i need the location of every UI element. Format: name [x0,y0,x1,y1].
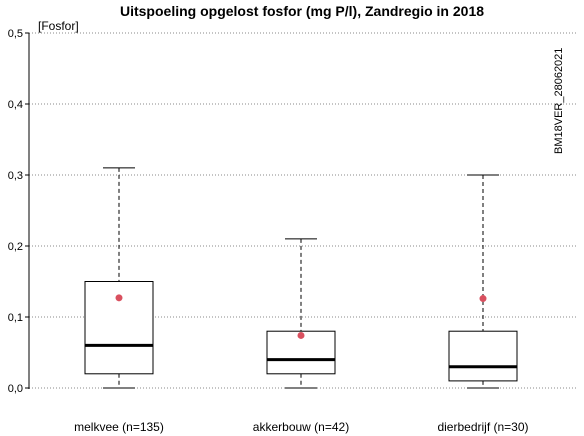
mean-point [479,295,487,303]
iqr-box [448,330,518,382]
box-group-1 [266,238,336,389]
y-tick-label-5: 0,5 [8,28,23,40]
y-tick-label-2: 0,2 [8,241,23,253]
y-axis-ticks: 0,0 0,1 0,2 0,3 0,4 0,5 [8,28,29,395]
category-label-0: melkvee (n=135) [74,420,164,434]
mean-point [115,294,123,302]
chart-title: Uitspoeling opgelost fosfor (mg P/l), Za… [120,3,484,19]
mean-point [297,331,305,339]
y-tick-label-0: 0,0 [8,383,23,395]
boxes [84,167,518,389]
y-tick-label-4: 0,4 [8,99,23,111]
box-group-2 [448,174,518,389]
unit-label: [Fosfor] [38,19,79,33]
category-label-1: akkerbouw (n=42) [253,420,349,434]
box-group-0 [84,167,154,389]
y-tick-label-3: 0,3 [8,170,23,182]
category-labels: melkvee (n=135) akkerbouw (n=42) dierbedri… [74,420,528,434]
side-label: BM18VER_28062021 [553,48,565,154]
category-label-2: dierbedrijf (n=30) [437,420,528,434]
y-tick-label-1: 0,1 [8,312,23,324]
